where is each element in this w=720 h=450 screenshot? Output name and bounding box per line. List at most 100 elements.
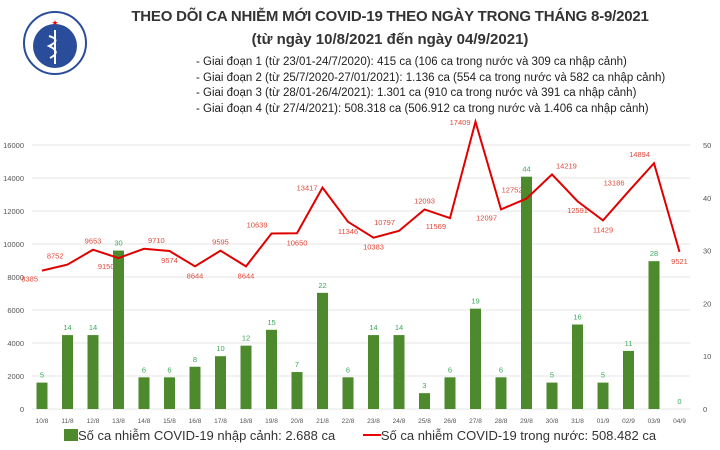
bar xyxy=(266,329,277,409)
x-tick-label: 15/8 xyxy=(163,418,176,425)
chart-subtitle: (từ ngày 10/8/2021 đến ngày 04/9/2021) xyxy=(251,31,529,48)
line-data-label: 10639 xyxy=(247,220,268,229)
legend-item-bar: Số ca nhiễm COVID-19 nhập cảnh: 2.688 ca xyxy=(63,428,336,443)
line-data-label: 8644 xyxy=(187,271,204,280)
bar-data-label: 5 xyxy=(550,371,554,380)
y-left-tick-label: 10000 xyxy=(3,240,24,249)
x-tick-label: 10/8 xyxy=(36,418,49,425)
bar xyxy=(546,382,558,409)
bar xyxy=(317,292,328,409)
bar-data-label: 3 xyxy=(422,381,426,390)
bar xyxy=(572,324,583,409)
bar-data-label: 8 xyxy=(193,355,197,364)
line-data-label: 11569 xyxy=(426,222,446,231)
bar-data-label: 14 xyxy=(369,323,377,332)
x-tick-label: 13/8 xyxy=(112,418,125,425)
line-series xyxy=(41,118,681,272)
line-data-label: 12752 xyxy=(502,186,523,195)
x-tick-label: 21/8 xyxy=(316,418,329,425)
bar-data-label: 6 xyxy=(499,365,503,374)
x-tick-label: 23/8 xyxy=(367,418,380,425)
line-data-label: 13186 xyxy=(604,178,625,187)
x-tick-label: 01/9 xyxy=(597,418,610,425)
x-tick-label: 19/8 xyxy=(265,418,278,425)
line-data-label: 11429 xyxy=(593,225,613,234)
line-data-label: 9653 xyxy=(85,237,102,246)
line-data-label: 10383 xyxy=(363,243,384,252)
bar xyxy=(597,382,609,409)
y-right-tick-label: 0 xyxy=(703,405,707,414)
phase-note: - Giai đoạn 3 (từ 28/01-26/4/2021): 1.30… xyxy=(196,87,637,99)
line-data-label: 8752 xyxy=(47,252,64,261)
bar-data-label: 15 xyxy=(267,318,275,327)
bar xyxy=(623,350,634,409)
chart-title: THEO DÕI CA NHIỄM MỚI COVID-19 THEO NGÀY… xyxy=(131,8,649,25)
line-data-label: 10797 xyxy=(374,218,395,227)
line-data-label: 9710 xyxy=(148,236,165,245)
bar xyxy=(291,372,303,409)
bar xyxy=(215,356,226,409)
bar-data-label: 6 xyxy=(346,365,350,374)
x-tick-label: 25/8 xyxy=(418,418,431,425)
bar xyxy=(164,377,175,409)
legend-swatch-bar xyxy=(63,429,78,441)
bar xyxy=(444,377,456,409)
line-data-label: 9595 xyxy=(212,238,229,247)
bar xyxy=(113,250,124,409)
line-data-label: 17409 xyxy=(450,118,471,127)
bar xyxy=(138,377,150,409)
bar-data-label: 6 xyxy=(448,365,452,374)
x-tick-label: 24/8 xyxy=(393,418,406,425)
bar-data-label: 11 xyxy=(625,339,633,348)
bar-data-label: 44 xyxy=(522,165,530,174)
legend-label: Số ca nhiễm COVID-19 nhập cảnh: 2.688 ca xyxy=(77,428,336,443)
y-left-tick-label: 8000 xyxy=(7,273,24,282)
line-data-label: 12097 xyxy=(476,213,497,222)
y-left-tick-label: 16000 xyxy=(3,141,24,150)
x-tick-label: 18/8 xyxy=(240,418,253,425)
bar-data-label: 10 xyxy=(216,344,224,353)
y-left-tick-label: 2000 xyxy=(7,372,24,381)
bar xyxy=(419,393,430,409)
bar-data-label: 19 xyxy=(471,297,479,306)
x-tick-label: 27/8 xyxy=(469,418,482,425)
x-tick-label: 30/8 xyxy=(546,418,559,425)
line-data-label: 9574 xyxy=(161,256,178,265)
phase-note: - Giai đoạn 2 (từ 25/7/2020-27/01/2021):… xyxy=(196,71,666,84)
line-data-label: 11346 xyxy=(338,227,358,236)
line-data-label: 12591 xyxy=(567,206,588,215)
ministry-of-health-logo xyxy=(23,11,87,75)
bar-data-label: 14 xyxy=(89,323,97,332)
bar-data-label: 14 xyxy=(395,323,403,332)
line-data-label: 10650 xyxy=(287,238,308,247)
bar xyxy=(62,335,73,409)
x-tick-label: 11/8 xyxy=(61,418,74,425)
x-tick-label: 26/8 xyxy=(444,418,457,425)
y-right-tick-label: 30 xyxy=(703,247,711,256)
bar xyxy=(393,335,405,409)
y-right-tick-label: 10 xyxy=(703,352,711,361)
line-data-label: 8385 xyxy=(21,275,38,284)
phase-notes: - Giai đoạn 1 (từ 23/01-24/7/2020): 415 … xyxy=(196,55,665,117)
x-tick-label: 28/8 xyxy=(495,418,508,425)
legend-swatch-line xyxy=(362,434,381,436)
bar-data-label: 6 xyxy=(167,365,171,374)
bar xyxy=(521,176,532,409)
y-right-tick-label: 20 xyxy=(703,299,711,308)
bar xyxy=(470,308,481,409)
legend-label: Số ca nhiễm COVID-19 trong nước: 508.482… xyxy=(380,428,657,443)
bar xyxy=(240,345,252,409)
bar xyxy=(87,335,99,409)
line-data-label: 13417 xyxy=(297,184,318,193)
line-data-label: 9521 xyxy=(671,257,688,266)
x-tick-label: 17/8 xyxy=(214,418,227,425)
line-data-label: 8644 xyxy=(238,271,255,280)
bar xyxy=(368,335,379,409)
y-left-tick-label: 6000 xyxy=(7,306,24,315)
bar-data-label: 14 xyxy=(63,323,71,332)
x-tick-label: 20/8 xyxy=(291,418,304,425)
y-left-tick-label: 4000 xyxy=(7,339,24,348)
bar xyxy=(189,366,201,409)
line-data-label: 12093 xyxy=(414,196,435,205)
